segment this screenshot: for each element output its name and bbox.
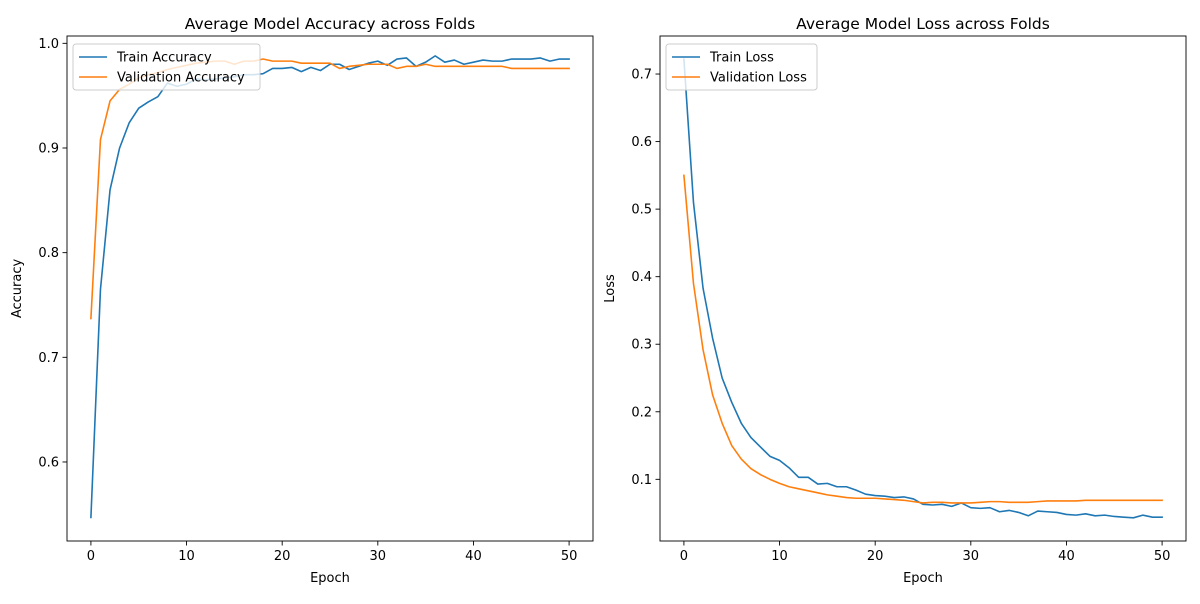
- loss-legend-box: [665, 43, 818, 91]
- loss-x-axis-label: Epoch: [903, 571, 943, 586]
- accuracy-y-tick-label: 0.6: [38, 455, 59, 470]
- accuracy-axes-frame: [66, 35, 594, 542]
- loss-legend-label: Train Loss: [709, 51, 774, 66]
- accuracy-legend-box: [72, 43, 261, 91]
- loss-y-axis-label: Loss: [603, 274, 618, 303]
- loss-y-tick-label: 0.3: [631, 338, 652, 353]
- accuracy-x-tick-label: 30: [370, 549, 387, 564]
- loss-axes-frame: [659, 35, 1187, 542]
- loss-x-tick-label: 30: [963, 549, 980, 564]
- accuracy-x-tick-label: 40: [465, 549, 482, 564]
- loss-x-tick-label: 40: [1058, 549, 1075, 564]
- accuracy-x-tick-label: 0: [87, 549, 95, 564]
- loss-chart: 0 10 20 30 40 50 0.1 0.2 0.3 0.4 0.5 0.6 0.7 Average …: [603, 15, 1187, 586]
- accuracy-x-tick-label: 20: [274, 549, 291, 564]
- loss-y-tick-label: 0.5: [631, 203, 652, 218]
- accuracy-y-tick-label: 0.8: [38, 246, 59, 261]
- accuracy-x-tick-label: 10: [178, 549, 195, 564]
- accuracy-y-tick-label: 0.7: [38, 351, 59, 366]
- loss-x-tick-label: 0: [680, 549, 688, 564]
- loss-y-tick-label: 0.1: [631, 473, 652, 488]
- accuracy-y-axis-label: Accuracy: [10, 259, 25, 319]
- loss-legend-label: Validation Loss: [710, 71, 807, 86]
- loss-y-tick-label: 0.4: [631, 270, 652, 285]
- accuracy-chart-title: Average Model Accuracy across Folds: [185, 15, 475, 33]
- accuracy-y-tick-label: 0.9: [38, 141, 59, 156]
- accuracy-legend-label: Train Accuracy: [116, 51, 212, 66]
- loss-x-tick-label: 20: [867, 549, 884, 564]
- loss-series-line-validation-loss: [683, 174, 1163, 504]
- loss-y-tick-label: 0.6: [631, 135, 652, 150]
- accuracy-x-tick-label: 50: [561, 549, 578, 564]
- loss-x-tick-label: 10: [771, 549, 788, 564]
- accuracy-chart: 0 10 20 30 40 50 0.6 0.7 0.8 0.9 1.0 Average Model …: [10, 15, 594, 586]
- accuracy-y-tick-label: 1.0: [38, 37, 59, 52]
- loss-chart-title: Average Model Loss across Folds: [796, 15, 1050, 33]
- loss-series-line-train-loss: [683, 58, 1163, 519]
- accuracy-x-axis-label: Epoch: [310, 571, 350, 586]
- accuracy-legend-label: Validation Accuracy: [117, 71, 245, 86]
- loss-y-tick-label: 0.2: [631, 405, 652, 420]
- loss-y-tick-label: 0.7: [631, 68, 652, 83]
- loss-x-tick-label: 50: [1154, 549, 1171, 564]
